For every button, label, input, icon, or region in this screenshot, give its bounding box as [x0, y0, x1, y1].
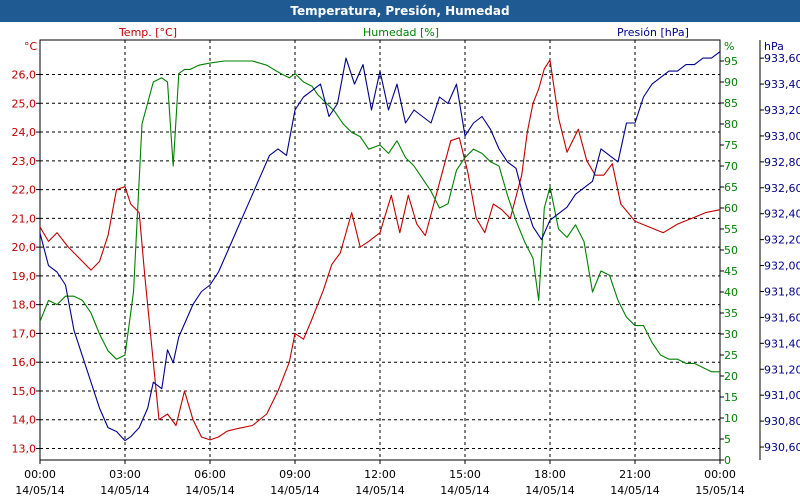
humidity-tick-label: 30 [724, 328, 738, 341]
pressure-tick-label: 930,80 [764, 415, 800, 428]
humidity-tick-label: 0 [724, 454, 731, 467]
x-tick-label-date: 14/05/14 [610, 484, 659, 497]
pressure-tick-label: 931,60 [764, 311, 800, 324]
pressure-tick-label: 931,20 [764, 363, 800, 376]
pressure-series-line [39, 51, 721, 442]
pressure-tick-label: 931,00 [764, 389, 800, 402]
humidity-series-line [39, 60, 720, 373]
humidity-tick-label: 95 [724, 55, 738, 68]
line-chart: 00:00 14/05/14 03:00 14/05/14 06:00 14/05/14 0… [12, 26, 800, 497]
x-tick-label-time: 06:00 [194, 468, 226, 481]
temperature-unit-label: °C [24, 40, 38, 53]
x-tick-label-date: 14/05/14 [185, 484, 234, 497]
temperature-tick-label: 25,0 [12, 97, 37, 110]
x-tick-label-date: 14/05/14 [440, 484, 489, 497]
temperature-tick-label: 20,0 [12, 241, 37, 254]
humidity-tick-label: 25 [724, 349, 738, 362]
pressure-tick-label: 933,60 [764, 52, 800, 65]
humidity-tick-label: 55 [724, 223, 738, 236]
pressure-tick-label: 933,20 [764, 104, 800, 117]
humidity-tick-label: 60 [724, 202, 738, 215]
pressure-tick-label: 931,40 [764, 337, 800, 350]
x-tick-label-date: 15/05/14 [695, 484, 744, 497]
humidity-tick-label: 65 [724, 181, 738, 194]
temperature-tick-label: 19,0 [12, 270, 37, 283]
x-tick-label-time: 12:00 [364, 468, 396, 481]
humidity-tick-label: 85 [724, 97, 738, 110]
pressure-tick-label: 933,40 [764, 78, 800, 91]
temperature-axis-title: Temp. [°C] [118, 26, 177, 39]
pressure-tick-label: 932,00 [764, 260, 800, 273]
x-tick-label-time: 15:00 [449, 468, 481, 481]
x-tick-label-date: 14/05/14 [270, 484, 319, 497]
x-tick-label-date: 14/05/14 [15, 484, 64, 497]
humidity-tick-label: 50 [724, 244, 738, 257]
temperature-series-line [39, 59, 721, 441]
temperature-tick-label: 15,0 [12, 385, 37, 398]
humidity-axis-title: Humedad [%] [363, 26, 439, 39]
pressure-tick-label: 930,60 [764, 441, 800, 454]
pressure-unit-label: hPa [764, 40, 784, 53]
x-tick-label-time: 00:00 [24, 468, 56, 481]
x-tick-label-time: 09:00 [279, 468, 311, 481]
humidity-tick-label: 70 [724, 160, 738, 173]
temperature-tick-label: 26,0 [12, 69, 37, 82]
pressure-tick-label: 932,40 [764, 208, 800, 221]
x-tick-label-time: 18:00 [534, 468, 566, 481]
pressure-axis-title: Presión [hPa] [617, 26, 689, 39]
pressure-tick-label: 932,80 [764, 156, 800, 169]
humidity-tick-label: 10 [724, 412, 738, 425]
temperature-tick-label: 14,0 [12, 414, 37, 427]
humidity-tick-label: 45 [724, 265, 738, 278]
humidity-tick-label: 40 [724, 286, 738, 299]
pressure-tick-label: 932,20 [764, 234, 800, 247]
humidity-tick-label: 15 [724, 391, 738, 404]
temperature-tick-label: 23,0 [12, 155, 37, 168]
humidity-tick-label: 20 [724, 370, 738, 383]
humidity-tick-label: 80 [724, 118, 738, 131]
window-title: Temperatura, Presión, Humedad [0, 0, 800, 22]
x-tick-label-time: 03:00 [109, 468, 141, 481]
temperature-tick-label: 13,0 [12, 442, 37, 455]
temperature-tick-label: 18,0 [12, 299, 37, 312]
humidity-tick-label: 5 [724, 433, 731, 446]
temperature-tick-label: 22,0 [12, 184, 37, 197]
humidity-tick-label: 75 [724, 139, 738, 152]
x-tick-label-time: 00:00 [704, 468, 736, 481]
temperature-tick-label: 21,0 [12, 212, 37, 225]
x-tick-label-date: 14/05/14 [525, 484, 574, 497]
humidity-tick-label: 35 [724, 307, 738, 320]
x-tick-label-date: 14/05/14 [355, 484, 404, 497]
pressure-tick-label: 933,00 [764, 130, 800, 143]
x-tick-label-date: 14/05/14 [100, 484, 149, 497]
humidity-unit-label: % [724, 40, 734, 53]
pressure-tick-label: 932,60 [764, 182, 800, 195]
pressure-tick-label: 931,80 [764, 285, 800, 298]
humidity-tick-label: 90 [724, 76, 738, 89]
temperature-tick-label: 16,0 [12, 356, 37, 369]
x-tick-label-time: 21:00 [619, 468, 651, 481]
temperature-tick-label: 24,0 [12, 126, 37, 139]
temperature-tick-label: 17,0 [12, 327, 37, 340]
